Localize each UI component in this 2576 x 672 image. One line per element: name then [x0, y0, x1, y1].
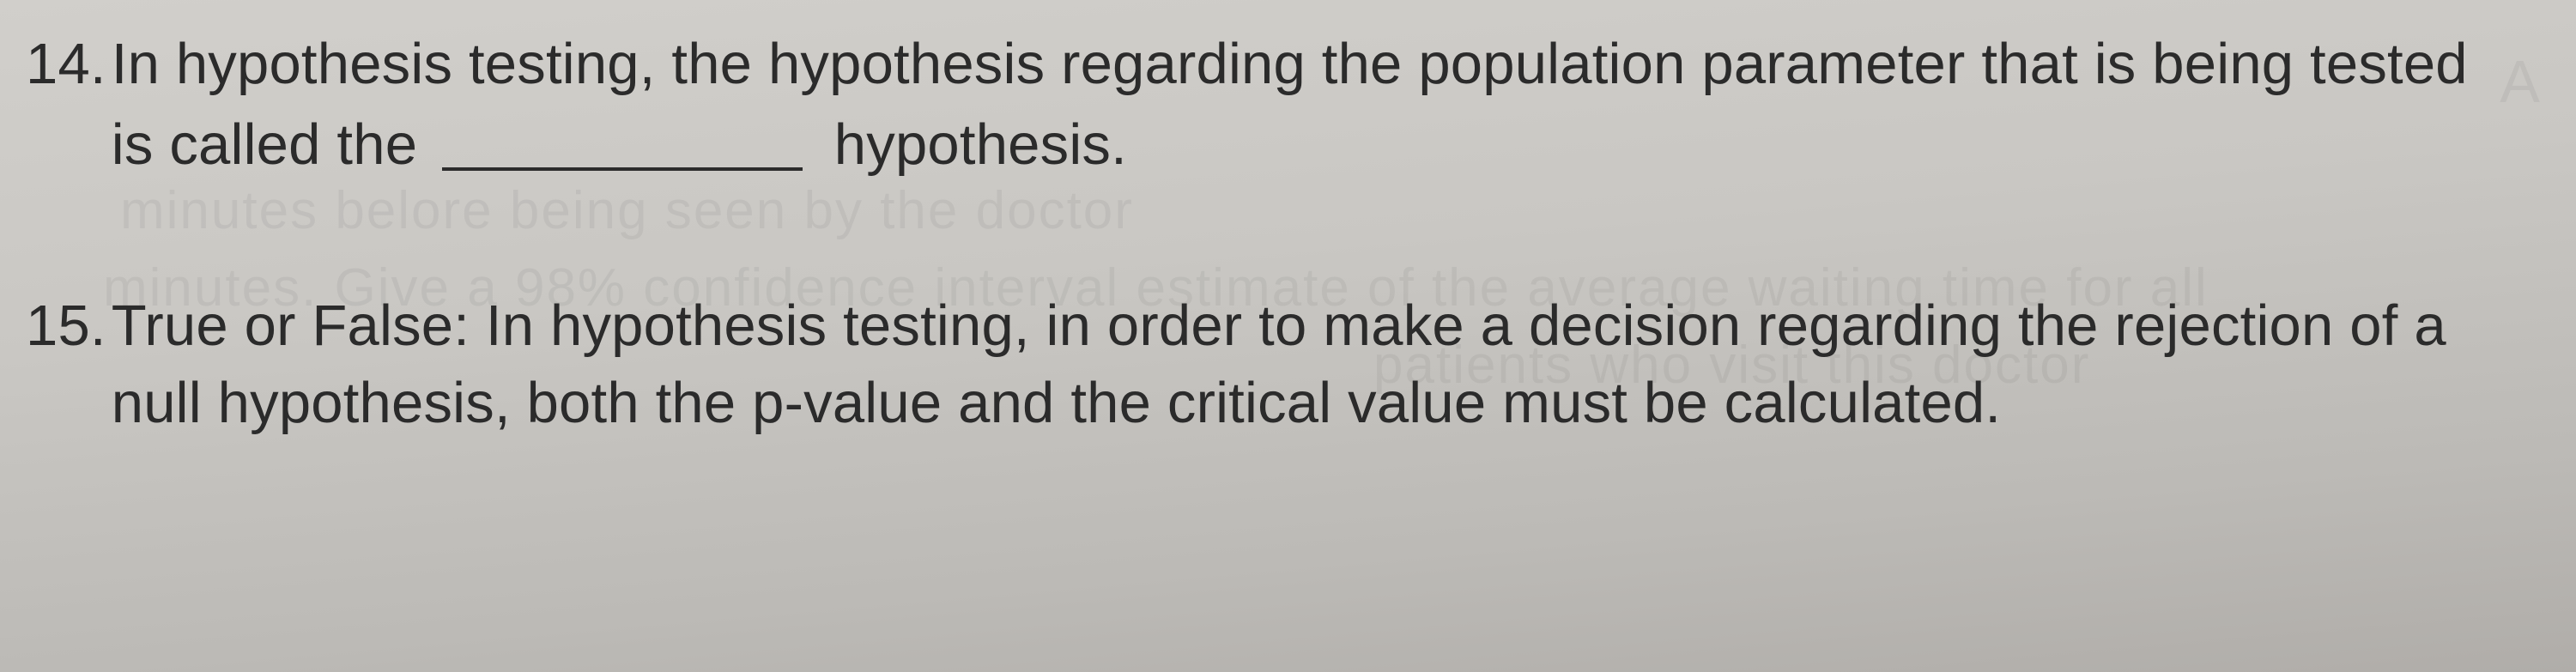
question-text: True or False: In hypothesis testing, in…	[112, 294, 2446, 435]
question-text-after: hypothesis.	[818, 112, 1127, 177]
question-number: 15.	[26, 288, 112, 365]
question-row: 14. In hypothesis testing, the hypothesi…	[26, 26, 2524, 185]
ghost-text: minutes belore being seen by the doctor	[120, 180, 1134, 241]
fill-in-blank[interactable]	[442, 110, 803, 171]
question-number: 14.	[26, 26, 112, 103]
question-15: 15. True or False: In hypothesis testing…	[26, 288, 2524, 443]
question-row: 15. True or False: In hypothesis testing…	[26, 288, 2524, 443]
worksheet-page: minutes belore being seen by the doctor …	[0, 0, 2576, 672]
question-body: True or False: In hypothesis testing, in…	[112, 288, 2524, 443]
question-14: 14. In hypothesis testing, the hypothesi…	[26, 26, 2524, 185]
question-body: In hypothesis testing, the hypothesis re…	[112, 26, 2524, 185]
